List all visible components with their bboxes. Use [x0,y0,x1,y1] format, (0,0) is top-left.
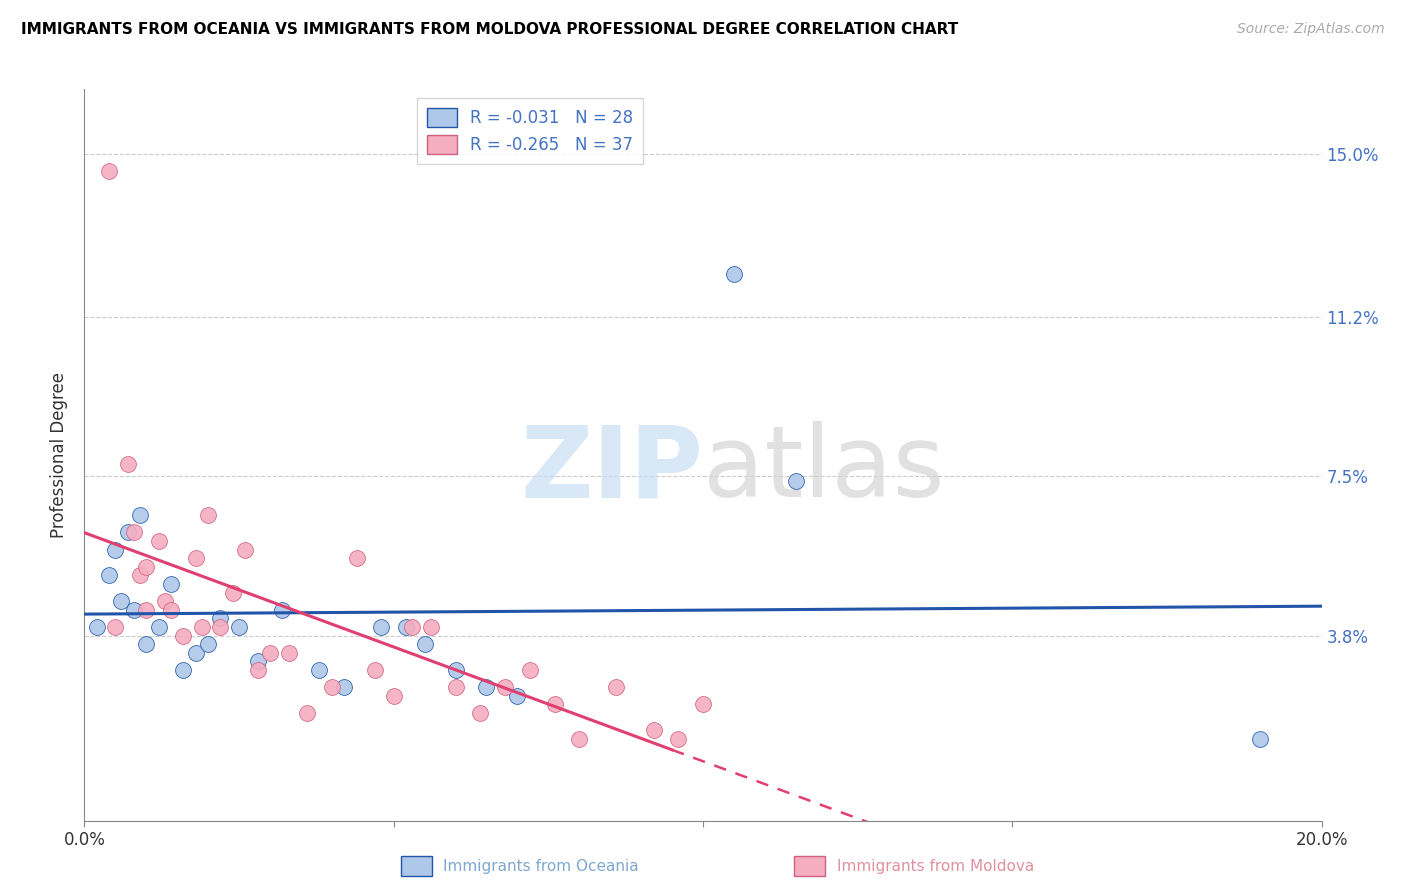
Point [785,474,807,488]
Point [370,620,392,634]
Point [172,663,194,677]
Point [506,689,529,703]
Point [413,637,436,651]
Point [228,620,250,634]
Point [692,698,714,712]
Text: Immigrants from Moldova: Immigrants from Moldova [837,859,1033,873]
Point [110,594,132,608]
Point [401,620,423,634]
Point [444,663,467,677]
Point [98,568,121,582]
Point [382,689,405,703]
Point [160,603,183,617]
Point [98,164,121,178]
Text: ZIP: ZIP [520,421,703,518]
Point [148,533,170,548]
Point [148,620,170,634]
Point [419,620,441,634]
Point [308,663,330,677]
Text: Immigrants from Oceania: Immigrants from Oceania [443,859,638,873]
Point [153,594,176,608]
Point [197,637,219,651]
Point [129,568,152,582]
Point [444,680,467,694]
Point [184,646,207,660]
Point [666,731,689,746]
Point [122,525,145,540]
Point [172,629,194,643]
Point [475,680,498,694]
Text: IMMIGRANTS FROM OCEANIA VS IMMIGRANTS FROM MOLDOVA PROFESSIONAL DEGREE CORRELATI: IMMIGRANTS FROM OCEANIA VS IMMIGRANTS FR… [21,22,959,37]
Point [364,663,387,677]
Point [543,698,565,712]
Point [233,542,256,557]
Point [1249,731,1271,746]
Point [209,611,232,625]
Point [160,577,183,591]
Point [643,723,665,738]
Point [117,457,139,471]
Point [295,706,318,720]
Point [129,508,152,523]
Point [117,525,139,540]
Point [135,637,157,651]
Point [184,551,207,566]
Point [494,680,516,694]
Point [86,620,108,634]
Point [104,542,127,557]
Point [259,646,281,660]
Point [135,603,157,617]
Point [246,663,269,677]
Point [277,646,299,660]
Point [222,585,245,599]
Point [395,620,418,634]
Point [519,663,541,677]
Point [568,731,591,746]
Point [346,551,368,566]
Point [470,706,492,720]
Point [191,620,214,634]
Point [723,267,745,281]
Point [122,603,145,617]
Point [271,603,294,617]
Text: atlas: atlas [703,421,945,518]
Point [197,508,219,523]
Point [104,620,127,634]
Point [333,680,356,694]
Point [321,680,343,694]
Point [605,680,627,694]
Text: Source: ZipAtlas.com: Source: ZipAtlas.com [1237,22,1385,37]
Point [135,559,157,574]
Point [246,655,269,669]
Legend: R = -0.031   N = 28, R = -0.265   N = 37: R = -0.031 N = 28, R = -0.265 N = 37 [416,97,643,164]
Point [209,620,232,634]
Y-axis label: Professional Degree: Professional Degree [51,372,69,538]
